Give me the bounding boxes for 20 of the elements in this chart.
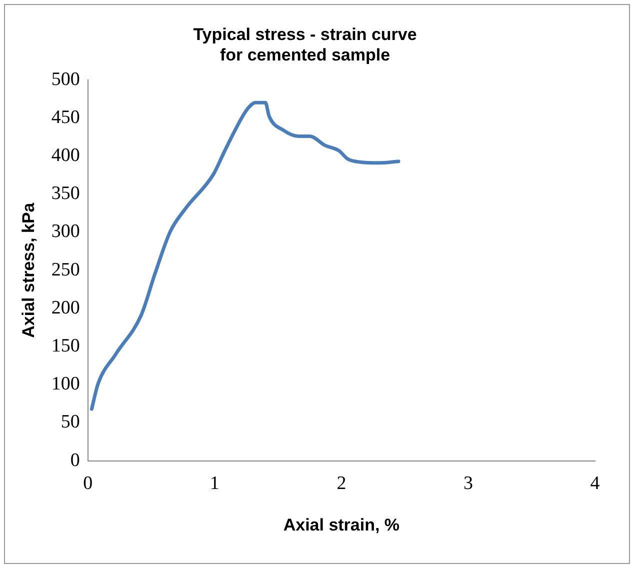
x-tick-label: 2 <box>336 473 346 494</box>
y-tick-label: 100 <box>51 374 80 395</box>
y-tick-label: 350 <box>51 183 80 204</box>
y-tick-label: 450 <box>51 106 80 128</box>
line-series <box>90 100 400 411</box>
x-axis-title: Axial strain, % <box>283 515 400 534</box>
y-tick-label: 250 <box>51 259 80 280</box>
y-axis-title: Axial stress, kPa <box>18 202 38 338</box>
y-tick-label: 150 <box>51 335 80 356</box>
y-tick-label: 400 <box>51 144 80 166</box>
y-tick-label: 0 <box>70 450 80 471</box>
y-tick-label: 500 <box>51 68 80 90</box>
y-tick-label: 200 <box>51 297 80 318</box>
y-tick-label: 300 <box>51 221 80 242</box>
x-tick-label: 1 <box>210 473 220 494</box>
x-tick-label: 4 <box>590 473 600 494</box>
x-tick-label: 3 <box>463 473 473 494</box>
chart-title: Typical stress - strain curve for cemented sample <box>193 24 417 64</box>
y-tick-label: 50 <box>60 412 80 433</box>
x-tick-label: 0 <box>83 473 93 494</box>
